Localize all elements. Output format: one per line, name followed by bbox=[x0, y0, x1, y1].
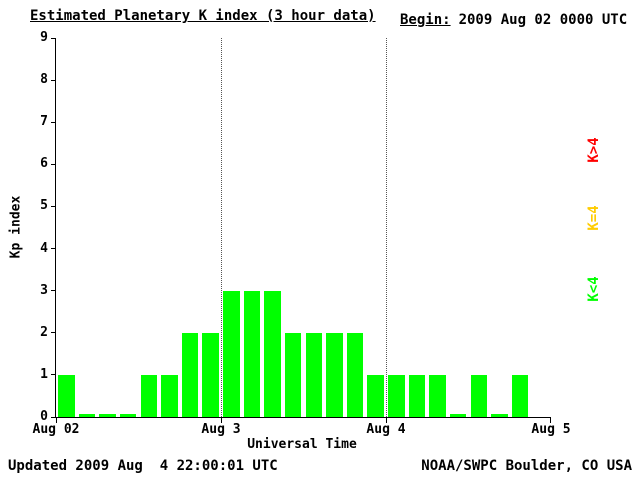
legend-label-K4: K<4 bbox=[586, 276, 602, 302]
x-axis-label: Universal Time bbox=[247, 437, 357, 452]
x-tick-label: Aug 02 bbox=[32, 422, 80, 437]
kp-bar-8 bbox=[223, 291, 240, 417]
y-tick bbox=[51, 38, 56, 39]
kp-bar-13 bbox=[326, 333, 343, 417]
y-axis-label: Kp index bbox=[8, 195, 24, 259]
kp-bar-21 bbox=[491, 414, 508, 417]
kp-bar-0 bbox=[58, 375, 75, 417]
x-tick-label: Aug 5 bbox=[531, 422, 571, 437]
chart-title: Estimated Planetary K index (3 hour data… bbox=[30, 8, 376, 24]
kp-bar-18 bbox=[429, 375, 446, 417]
y-tick-label: 2 bbox=[40, 324, 48, 340]
y-tick-label: 7 bbox=[40, 114, 48, 130]
y-tick-label: 1 bbox=[40, 366, 48, 382]
kp-bar-11 bbox=[284, 333, 302, 417]
y-tick bbox=[51, 79, 56, 81]
legend-label-K4: K=4 bbox=[586, 205, 602, 231]
x-tick bbox=[550, 418, 551, 423]
y-tick-label: 8 bbox=[40, 72, 48, 88]
y-tick bbox=[51, 205, 56, 207]
y-tick-label: 9 bbox=[40, 30, 48, 45]
y-tick bbox=[51, 416, 56, 418]
kp-bar-19 bbox=[449, 414, 467, 417]
x-tick bbox=[221, 418, 222, 423]
plot-area: 0 1 2 3 4 5 6 7 8 9 Aug 02 Aug 3 Aug 4 Aug 5 bbox=[33, 30, 571, 437]
y-tick bbox=[51, 121, 56, 123]
kp-bar-9 bbox=[243, 291, 261, 417]
day-boundary-line bbox=[386, 38, 387, 417]
x-tick-label: Aug 4 bbox=[366, 422, 406, 437]
kp-bar-22 bbox=[511, 375, 529, 417]
y-tick-label: 5 bbox=[40, 198, 48, 214]
x-tick bbox=[56, 418, 57, 423]
kp-bar-7 bbox=[202, 333, 219, 417]
day-boundary-line bbox=[221, 38, 222, 417]
kp-bar-3 bbox=[119, 414, 137, 417]
y-tick-label: 0 bbox=[40, 409, 48, 424]
y-tick bbox=[51, 248, 56, 250]
kp-bar-17 bbox=[408, 375, 426, 417]
x-tick bbox=[386, 418, 387, 423]
kp-bar-14 bbox=[346, 333, 364, 417]
kp-bar-15 bbox=[367, 375, 384, 417]
y-tick bbox=[51, 374, 56, 376]
kp-bar-6 bbox=[181, 333, 199, 417]
kp-bar-16 bbox=[388, 375, 405, 417]
updated-timestamp: Updated 2009 Aug 4 22:00:01 UTC bbox=[8, 458, 278, 474]
kp-bar-10 bbox=[264, 291, 281, 417]
y-tick-label: 3 bbox=[40, 282, 48, 298]
kp-bar-2 bbox=[99, 414, 116, 417]
kp-bar-5 bbox=[161, 375, 178, 417]
begin-label: Begin: bbox=[400, 12, 451, 28]
y-tick bbox=[51, 290, 56, 292]
kp-bar-1 bbox=[78, 414, 96, 417]
begin-timestamp: Begin: 2009 Aug 02 0000 UTC bbox=[400, 12, 627, 28]
legend-label-K4: K>4 bbox=[586, 137, 602, 163]
kp-bar-12 bbox=[305, 333, 323, 417]
kp-bar-20 bbox=[470, 375, 488, 417]
source-attribution: NOAA/SWPC Boulder, CO USA bbox=[421, 458, 632, 474]
begin-value: 2009 Aug 02 0000 UTC bbox=[458, 12, 628, 28]
y-tick bbox=[51, 332, 56, 334]
y-tick-label: 6 bbox=[40, 156, 48, 172]
kp-bar-4 bbox=[140, 375, 158, 417]
x-tick-label: Aug 3 bbox=[201, 422, 241, 437]
y-tick-label: 4 bbox=[40, 240, 48, 256]
y-tick bbox=[51, 163, 56, 165]
